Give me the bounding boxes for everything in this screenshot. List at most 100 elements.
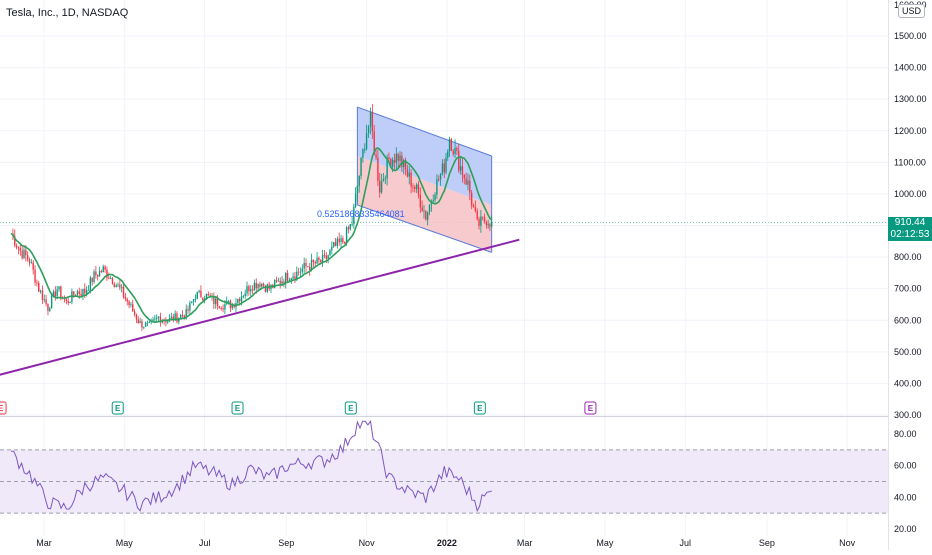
candle-body (474, 206, 477, 211)
earnings-label: E (348, 404, 354, 413)
candle-body (56, 289, 58, 297)
candle-body (224, 304, 226, 310)
candle-body (467, 180, 469, 185)
candle-body (120, 286, 123, 288)
candle-body (259, 284, 261, 287)
moving-average-line (10, 147, 493, 324)
candle-body (441, 163, 444, 174)
time-tick-label: Sep (278, 538, 294, 548)
rsi-tick-label: 60.00 (894, 461, 917, 471)
candle-body (314, 262, 316, 264)
candle-body (490, 222, 493, 227)
candle-body (214, 298, 217, 305)
candle-body (227, 300, 230, 302)
time-tick-label: May (116, 538, 134, 548)
candle-body (192, 299, 195, 302)
candle-body (84, 288, 86, 294)
time-tick-label: Nov (359, 538, 376, 548)
last-price-tag: 910.44 (888, 217, 932, 229)
candle-body (43, 299, 45, 301)
candle-body (454, 147, 456, 155)
candle-layer[interactable] (12, 104, 493, 331)
candle-body (133, 311, 136, 315)
candle-body (15, 245, 18, 248)
candle-body (292, 276, 294, 279)
candle-body (128, 301, 130, 306)
candle-body (428, 204, 431, 212)
trend-layer[interactable] (0, 238, 520, 384)
candle-body (172, 316, 174, 321)
candle-body (354, 194, 357, 207)
candle-body (60, 286, 62, 298)
earnings-marker[interactable]: E (231, 401, 244, 415)
candle-body (144, 322, 147, 327)
candle-body (218, 306, 221, 309)
earnings-marker[interactable]: E (473, 401, 486, 415)
candle-body (198, 290, 200, 292)
pane-separator[interactable] (0, 416, 888, 417)
candle-body (305, 263, 307, 267)
candle-body (176, 313, 178, 322)
symbol-title[interactable]: Tesla, Inc., 1D, NASDAQ (6, 7, 129, 19)
candle-body (174, 313, 176, 321)
candle-body (426, 211, 429, 220)
candle-body (115, 285, 117, 287)
candle-body (482, 216, 484, 218)
earnings-marker[interactable]: E (584, 401, 597, 415)
channel-upper-fill (357, 107, 492, 205)
candle-body (154, 318, 156, 320)
time-tick-label: Jul (679, 538, 691, 548)
candle-body (367, 126, 370, 134)
candle-body (220, 308, 222, 309)
candle-body (104, 266, 106, 270)
candle-body (156, 317, 158, 319)
candle-body (97, 275, 99, 277)
candle-body (89, 277, 92, 291)
candle-body (146, 322, 149, 324)
channel-lower-fill (357, 156, 492, 253)
candle-body (126, 298, 128, 302)
rsi-tick-label: 20.00 (894, 524, 917, 534)
candle-body (216, 298, 219, 307)
candle-body (391, 159, 394, 167)
candle-body (397, 153, 399, 161)
candle-body (205, 294, 208, 299)
channel-layer[interactable] (356, 106, 493, 253)
candle-body (417, 184, 420, 195)
candle-body (95, 271, 97, 276)
candle-body (132, 304, 134, 312)
price-tick-label: 300.00 (894, 410, 922, 420)
candle-body (111, 277, 114, 284)
candle-body (421, 207, 423, 212)
price-tick-label: 700.00 (894, 284, 922, 294)
currency-badge[interactable]: USD (898, 4, 926, 18)
earnings-marker[interactable]: E (0, 401, 7, 415)
candle-body (334, 242, 337, 246)
earnings-marker[interactable]: E (111, 401, 124, 415)
candle-body (448, 139, 451, 152)
candle-body (375, 154, 377, 158)
candle-body (106, 269, 108, 278)
candle-body (213, 296, 215, 305)
earnings-marker[interactable]: E (344, 401, 357, 415)
price-tick-label: 1200.00 (894, 126, 927, 136)
candle-body (250, 289, 252, 292)
candle-body (124, 296, 127, 299)
candle-body (290, 278, 292, 281)
candle-body (340, 238, 342, 243)
candle-body (342, 238, 344, 243)
candle-body (299, 271, 302, 273)
candle-body (93, 271, 95, 283)
trendline (0, 238, 520, 376)
price-tick-label: 500.00 (894, 347, 922, 357)
candle-body (408, 172, 410, 177)
candle-body (485, 221, 488, 226)
candle-body (273, 280, 276, 288)
candle-body (364, 149, 366, 150)
candle-body (23, 249, 25, 259)
candle-body (436, 179, 438, 195)
candle-body (439, 173, 442, 180)
